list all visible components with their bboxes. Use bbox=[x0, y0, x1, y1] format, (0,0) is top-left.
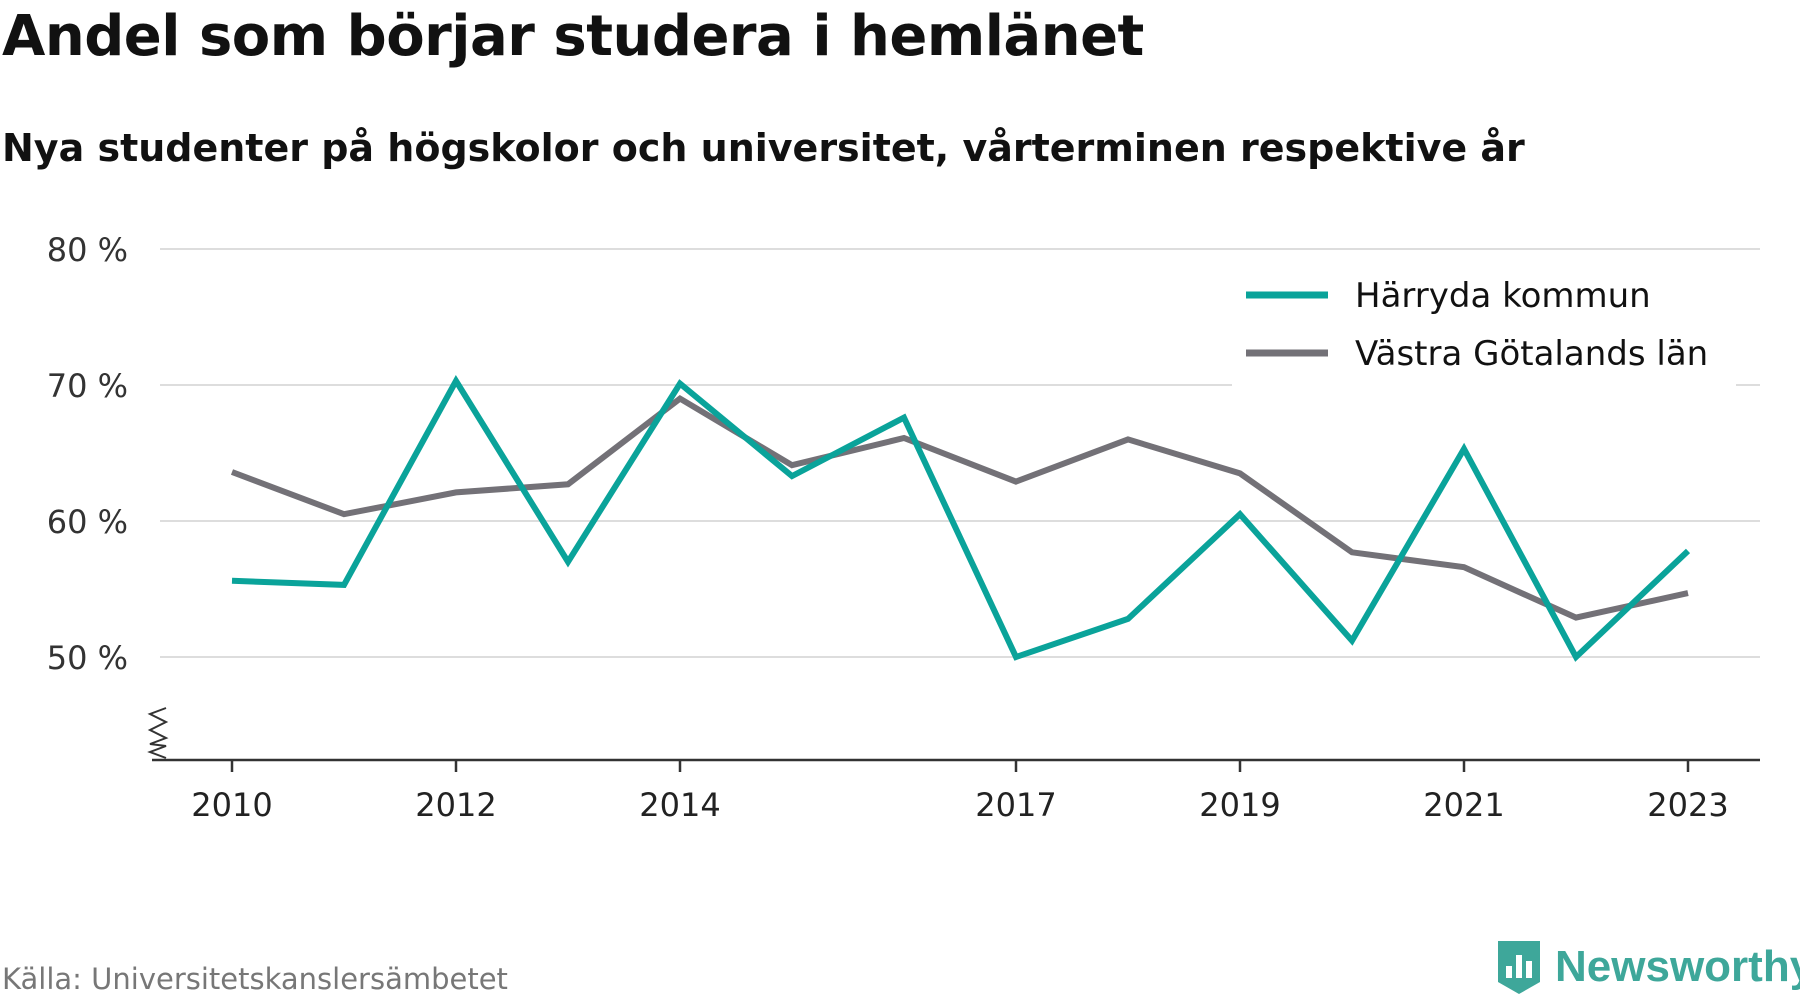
x-tick-label: 2021 bbox=[1423, 786, 1504, 824]
source-note: Källa: Universitetskanslersämbetet bbox=[2, 962, 508, 996]
legend-label: Härryda kommun bbox=[1355, 276, 1651, 316]
legend: Härryda kommun Västra Götalands län bbox=[1232, 262, 1736, 387]
y-tick-label: 60 % bbox=[47, 503, 128, 541]
y-tick-label: 80 % bbox=[47, 231, 128, 269]
x-tick-label: 2017 bbox=[975, 786, 1056, 824]
newsworthy-logo-icon bbox=[1498, 941, 1540, 994]
brand-logo: Newsworthy bbox=[1495, 938, 1800, 996]
y-tick-label: 50 % bbox=[47, 639, 128, 677]
axis-break-icon bbox=[147, 707, 169, 759]
legend-background bbox=[1232, 262, 1736, 387]
x-tick-label: 2014 bbox=[639, 786, 720, 824]
x-tick-label: 2023 bbox=[1647, 786, 1728, 824]
series-line-harryda bbox=[231, 374, 1691, 662]
chart-title: Andel som börjar studera i hemlänet bbox=[2, 4, 1144, 69]
y-axis-ticks: 80 % 70 % 60 % 50 % bbox=[47, 231, 169, 759]
legend-label: Västra Götalands län bbox=[1355, 334, 1708, 374]
x-tick-label: 2012 bbox=[415, 786, 496, 824]
x-tick-label: 2010 bbox=[191, 786, 272, 824]
line-chart: 80 % 70 % 60 % 50 % 2010 2012 2014 2017 2019 202… bbox=[47, 231, 1760, 824]
series-lines bbox=[230, 374, 1691, 662]
brand-name: Newsworthy bbox=[1555, 942, 1800, 991]
chart-subtitle: Nya studenter på högskolor och universit… bbox=[2, 126, 1525, 170]
x-axis-ticks: 2010 2012 2014 2017 2019 2021 2023 bbox=[191, 760, 1729, 824]
x-tick-label: 2019 bbox=[1199, 786, 1280, 824]
y-tick-label: 70 % bbox=[47, 367, 128, 405]
series-line-vastra-gotaland bbox=[230, 394, 1689, 621]
